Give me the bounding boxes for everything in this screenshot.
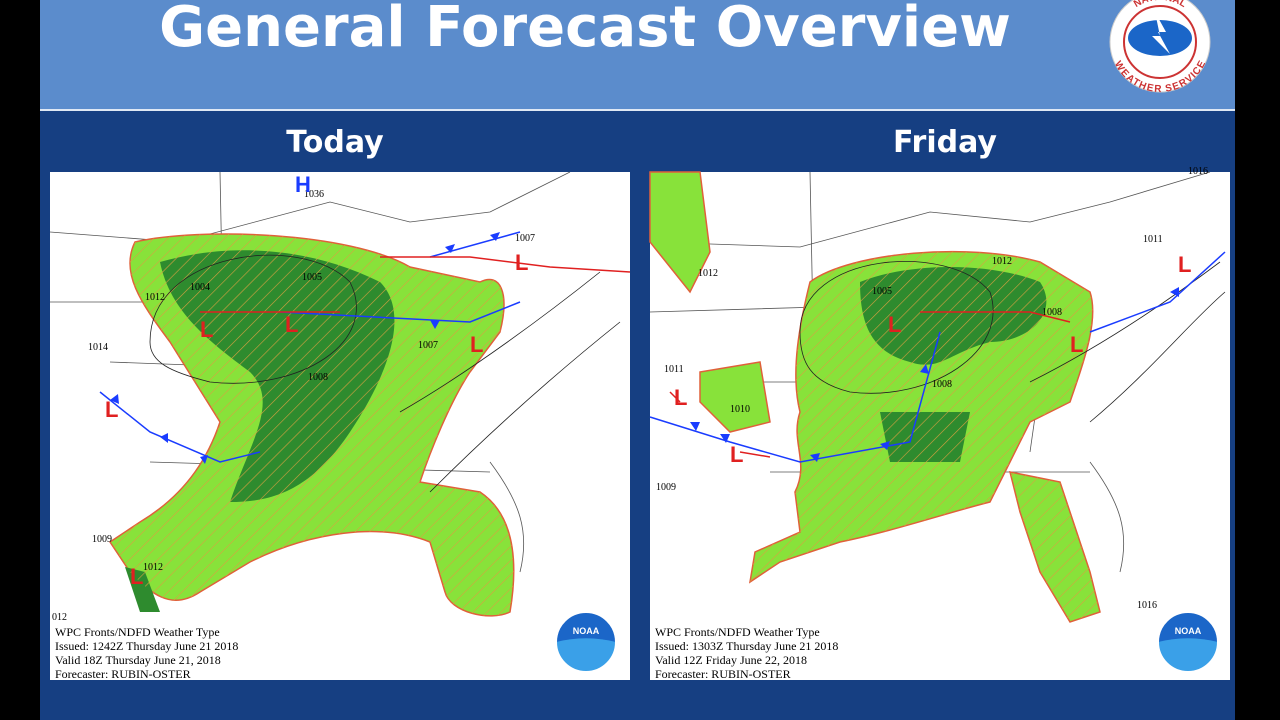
noaa-text: NOAA — [573, 626, 600, 636]
header-band — [40, 0, 1235, 110]
map-shape: 1012 1011 1005 1012 1011 1010 1008 1009 … — [656, 166, 1208, 611]
caption-line: WPC Fronts/NDFD Weather Type — [655, 625, 820, 639]
caption-line: WPC Fronts/NDFD Weather Type — [55, 625, 220, 639]
pressure-label: 1016 — [1188, 166, 1208, 177]
noaa-logo: NOAA — [555, 611, 617, 673]
pressure-label: 1005 — [302, 272, 322, 283]
low-center: L — [130, 564, 143, 589]
caption-line: Issued: 1242Z Thursday June 21 2018 — [55, 639, 238, 653]
low-center: L — [1178, 252, 1191, 277]
nws-logo: NATIONAL WEATHER SERVICE — [1109, 0, 1211, 95]
low-center: L — [730, 442, 743, 467]
low-center: L — [285, 312, 298, 337]
map-shape: 1036 1012 1004 1005 1014 1007 1008 1007 … — [52, 189, 535, 623]
pressure-label: 1014 — [88, 342, 108, 353]
pressure-label: 1008 — [308, 372, 328, 383]
low-center: L — [200, 317, 213, 342]
map-shape — [1158, 638, 1218, 672]
pressure-label: 1010 — [730, 404, 750, 415]
map-shape — [125, 567, 160, 612]
pressure-label: 1009 — [656, 482, 676, 493]
pressure-label: 1036 — [304, 189, 324, 200]
pressure-label: 1005 — [872, 286, 892, 297]
pressure-label: 1007 — [418, 340, 438, 351]
map-shape — [555, 611, 617, 673]
map-shape: WPC Fronts/NDFD Weather Type Issued: 124… — [55, 625, 238, 681]
pressure-label: 1016 — [1137, 600, 1157, 611]
map-shape: WPC Fronts/NDFD Weather Type Issued: 130… — [655, 625, 838, 681]
map-panel: 1012 1011 1005 1012 1011 1010 1008 1009 … — [649, 166, 1230, 681]
pressure-label: 1012 — [992, 256, 1012, 267]
caption-line: Forecaster: RUBIN-OSTER — [655, 667, 791, 681]
pressure-label: 1007 — [515, 233, 535, 244]
map-shape — [556, 638, 616, 672]
pressure-label: 1011 — [1143, 234, 1163, 245]
pressure-label: 1004 — [190, 282, 210, 293]
pressure-label: 1008 — [1042, 307, 1062, 318]
low-center: L — [470, 332, 483, 357]
map-shape — [110, 234, 514, 616]
caption-line: Issued: 1303Z Thursday June 21 2018 — [655, 639, 838, 653]
low-center: L — [515, 250, 528, 275]
pressure-label: 1012 — [145, 292, 165, 303]
caption-line: Valid 12Z Friday June 22, 2018 — [655, 653, 807, 667]
map-shape — [649, 251, 1226, 463]
map-shape — [750, 251, 1100, 622]
noaa-text: NOAA — [1175, 626, 1202, 636]
slide-title: General Forecast Overview — [159, 0, 1011, 60]
pressure-label: 1012 — [698, 268, 718, 279]
panel-heading: Friday — [893, 125, 997, 160]
low-center: L — [674, 385, 687, 410]
map-shape — [99, 231, 521, 463]
pressure-label: 1011 — [664, 364, 684, 375]
low-center: L — [888, 312, 901, 337]
noaa-logo: NOAA — [1157, 611, 1219, 673]
pressure-label: 012 — [52, 612, 67, 623]
pressure-label: 1009 — [92, 534, 112, 545]
caption-line: Valid 18Z Thursday June 21, 2018 — [55, 653, 221, 667]
header-rule — [40, 109, 1235, 111]
pressure-label: 1012 — [143, 562, 163, 573]
caption-line: Forecaster: RUBIN-OSTER — [55, 667, 191, 681]
map-shape — [1157, 611, 1219, 673]
high-center: H — [295, 172, 311, 197]
map-shape — [669, 311, 1071, 458]
low-center: L — [105, 397, 118, 422]
map-shape — [149, 254, 621, 493]
map-panel: 1036 1012 1004 1005 1014 1007 1008 1007 … — [49, 171, 631, 681]
map-shape — [799, 261, 1226, 423]
panel-heading: Today — [286, 125, 384, 160]
pressure-label: 1008 — [932, 379, 952, 390]
low-center: L — [1070, 332, 1083, 357]
map-shape — [200, 256, 631, 313]
